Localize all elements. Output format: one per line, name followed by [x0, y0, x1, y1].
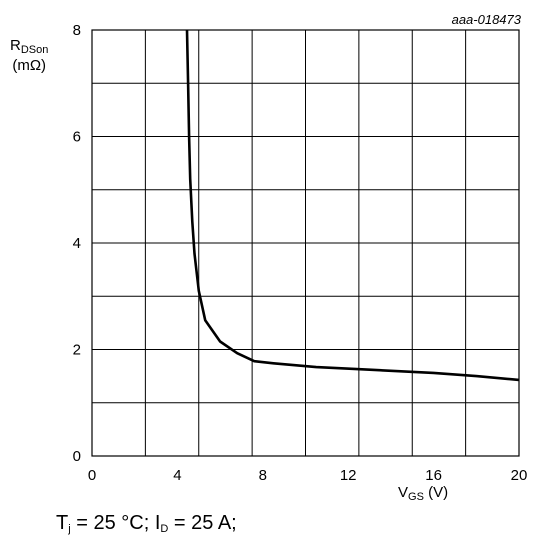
y-tick-label: 6 [73, 129, 81, 146]
x-tick-label: 12 [340, 467, 357, 484]
y-tick-label: 0 [73, 448, 81, 465]
x-tick-label: 0 [88, 467, 96, 484]
x-axis-label-main: V [398, 484, 409, 501]
test-conditions: Tj = 25 °C; ID = 25 A; [56, 512, 237, 535]
current-subscript: D [160, 523, 169, 535]
grid [92, 30, 519, 456]
figure-id-annotation: aaa-018473 [452, 12, 522, 27]
y-axis-label-unit: (mΩ) [12, 57, 47, 74]
x-axis-label: VGS (V) [398, 484, 448, 503]
x-tick-label: 4 [173, 467, 181, 484]
temp-value: = 25 °C; [70, 512, 155, 534]
current-symbol: I [154, 512, 161, 534]
x-tick-label: 8 [259, 467, 267, 484]
x-axis-label-unit: (V) [423, 484, 449, 501]
temp-subscript: j [68, 523, 71, 535]
y-axis-label-main: R [10, 37, 21, 54]
y-tick-label: 8 [73, 22, 81, 39]
temp-symbol: T [56, 512, 69, 534]
y-tick-labels: 0 2 4 6 8 [73, 22, 81, 465]
y-tick-label: 4 [73, 235, 81, 252]
x-tick-labels: 0 4 8 12 16 20 [88, 467, 528, 484]
y-axis-label: RDSon (mΩ) [10, 38, 48, 74]
x-axis-label-sub: GS [408, 491, 424, 503]
y-axis-label-sub: DSon [20, 44, 49, 56]
current-value: = 25 A; [168, 512, 237, 534]
y-tick-label: 2 [73, 342, 81, 359]
series-line [185, 29, 520, 382]
x-tick-label: 16 [425, 467, 442, 484]
x-tick-label: 20 [511, 467, 528, 484]
plot-frame [91, 29, 520, 457]
